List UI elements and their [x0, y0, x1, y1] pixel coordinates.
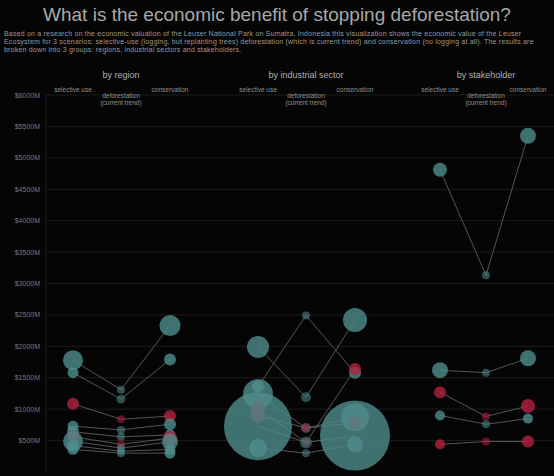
bubble	[520, 128, 536, 144]
category-label-part: (current trend)	[465, 99, 506, 107]
subtitle: Based on a research on the economic valu…	[4, 30, 550, 54]
y-tick-label: $1000M	[15, 406, 40, 413]
grid-line	[46, 189, 554, 190]
bubble	[117, 433, 125, 441]
bubble	[301, 392, 311, 402]
bubble	[435, 410, 445, 420]
bubble	[165, 448, 176, 459]
bubbles	[63, 315, 180, 459]
grid-line	[46, 346, 554, 347]
bubble	[347, 436, 363, 452]
category-label-part: (current trend)	[100, 99, 141, 107]
connector-line	[73, 326, 170, 390]
bubble	[117, 426, 125, 434]
chart-svg: $500M $1000M $1500M $2000M $2500M $3000M $3500…	[0, 0, 554, 476]
bubble	[482, 420, 490, 428]
y-tick-label: $3500M	[15, 249, 40, 256]
chart-root: What is the economic benefit of stopping…	[0, 0, 554, 476]
y-tick-label: $6000M	[15, 92, 40, 99]
bubble	[160, 315, 181, 336]
marks	[63, 128, 536, 471]
bubble	[520, 350, 536, 366]
y-tick-label: $5000M	[15, 154, 40, 161]
y-tick-label: $5500M	[15, 123, 40, 130]
connector-line	[258, 320, 355, 397]
grid-line	[46, 220, 554, 221]
bubble	[432, 362, 448, 378]
bubble	[343, 308, 367, 332]
bubble	[302, 424, 310, 432]
category-label: deforestation(current trend)	[100, 92, 141, 107]
bubble	[523, 414, 533, 424]
grid-line	[46, 283, 554, 284]
panel-title: by region	[102, 70, 139, 80]
panel-title: by industrial sector	[268, 70, 343, 80]
connector-line	[440, 392, 528, 416]
bubble	[247, 336, 269, 358]
bubble	[249, 439, 267, 457]
connector-line	[440, 136, 528, 275]
y-tick-label: $1500M	[15, 374, 40, 381]
bubble	[68, 367, 79, 378]
bubble	[521, 399, 535, 413]
y-tick-label: $2500M	[15, 311, 40, 318]
connector-line	[73, 360, 170, 400]
bubble	[482, 438, 490, 446]
y-axis-line	[46, 95, 47, 472]
bubble	[117, 415, 125, 423]
category-label: conservation	[510, 86, 547, 93]
bubble	[482, 271, 490, 279]
category-label: conservation	[152, 86, 189, 93]
y-tick-label: $4000M	[15, 217, 40, 224]
y-tick-label: $3000M	[15, 280, 40, 287]
grid-line	[46, 126, 554, 127]
category-label: conservation	[337, 86, 374, 93]
bubble	[434, 386, 446, 398]
bubble	[302, 312, 310, 320]
bubbles	[224, 308, 390, 471]
bubble	[300, 436, 312, 448]
y-tick-label: $500M	[19, 437, 41, 444]
bubble	[482, 369, 490, 377]
title: What is the economic benefit of stopping…	[0, 4, 554, 26]
y-tick-label: $4500M	[15, 186, 40, 193]
category-label: deforestation(current trend)	[285, 92, 326, 107]
bubble	[435, 439, 445, 449]
category-label: selective use	[421, 86, 459, 93]
bubble	[320, 401, 390, 471]
category-label-part: (current trend)	[285, 99, 326, 107]
bubble	[63, 350, 83, 370]
panel-title: by stakeholder	[457, 70, 516, 80]
bubble	[117, 395, 126, 404]
bubbles	[432, 128, 536, 450]
connector-lines	[440, 136, 528, 445]
bubble	[522, 436, 534, 448]
bubble	[117, 449, 125, 457]
y-tick-label: $2000M	[15, 343, 40, 350]
bubble	[68, 444, 79, 455]
grid-line	[46, 252, 554, 253]
connector-lines	[73, 326, 170, 454]
bubble	[302, 449, 310, 457]
grid-line	[46, 314, 554, 315]
bubble	[482, 412, 490, 420]
category-label: selective use	[54, 86, 92, 93]
bubble	[117, 386, 125, 394]
bubble	[164, 354, 176, 366]
bubble	[349, 363, 361, 375]
bubble	[301, 423, 311, 433]
grid-line	[46, 409, 554, 410]
connector-line	[258, 316, 355, 387]
bubble	[224, 392, 292, 460]
bubble	[164, 418, 176, 430]
category-label: selective use	[239, 86, 277, 93]
grid-line	[46, 377, 554, 378]
category-label: deforestation(current trend)	[465, 92, 506, 107]
bubble	[67, 398, 79, 410]
bubble	[433, 163, 447, 177]
grid-line	[46, 157, 554, 158]
